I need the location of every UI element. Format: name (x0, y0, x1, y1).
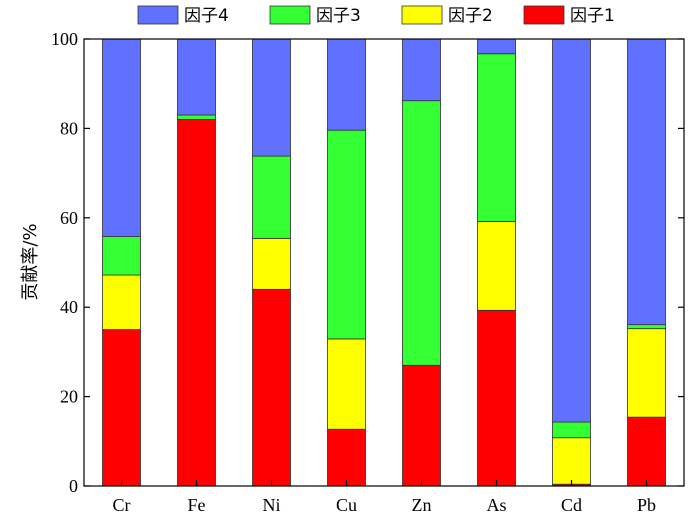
bar-Fe-series-3 (177, 114, 216, 120)
legend-swatch (269, 5, 311, 25)
y-axis: 0 20 40 60 80 100 (51, 29, 684, 496)
bar-Pb-series-3 (627, 324, 666, 330)
bar-As-series-3 (477, 53, 516, 222)
x-tick-label-Cd: Cd (561, 495, 582, 515)
bar-As-series-2 (477, 220, 516, 311)
plot-frame (83, 38, 685, 487)
bar-Cu-series-3 (327, 129, 366, 340)
legend-label: 因子4 (184, 6, 229, 26)
y-axis-title: 贡献率/% (20, 223, 41, 300)
bar-Ni-series-4 (252, 38, 291, 157)
bar-Zn-series-1 (402, 364, 441, 487)
bar-Cd-series-4 (552, 38, 591, 423)
y-tick-label: 0 (69, 476, 78, 496)
bar-Cr-series-3 (102, 236, 141, 276)
legend-label: 因子3 (316, 6, 361, 26)
bar-Cd-series-2 (552, 437, 591, 485)
x-tick-label-Cr: Cr (113, 495, 131, 515)
x-tick-label-Cu: Cu (336, 495, 357, 515)
bar-Cu-series-4 (327, 38, 366, 131)
legend-label: 因子2 (448, 6, 493, 26)
bar-Pb-series-2 (627, 328, 666, 418)
x-tick-label-Ni: Ni (263, 495, 281, 515)
bar-Cd-series-3 (552, 421, 591, 439)
x-tick-label-Fe: Fe (188, 495, 206, 515)
bar-Ni-series-3 (252, 155, 291, 239)
x-tick-label-Pb: Pb (637, 495, 656, 515)
y-tick-label: 100 (51, 29, 78, 49)
legend: 因子4 因子3 因子2 因子1 (137, 5, 615, 26)
bar-Cu-series-1 (327, 428, 366, 487)
x-axis: Cr Fe Ni Cu Zn As Cd Pb (113, 480, 656, 515)
bar-As-series-1 (477, 309, 516, 487)
x-tick-label-As: As (486, 495, 506, 515)
legend-swatch (137, 5, 179, 25)
y-tick-label: 80 (60, 118, 78, 138)
bar-Zn-series-3 (402, 100, 441, 366)
bar-Pb-series-4 (627, 38, 666, 326)
bar-Cr-series-1 (102, 329, 141, 487)
legend-label: 因子1 (570, 6, 615, 26)
bars (102, 38, 666, 487)
y-tick-label: 40 (60, 297, 78, 317)
bar-Zn-series-4 (402, 38, 441, 102)
bar-Cr-series-4 (102, 38, 141, 237)
y-tick-label: 60 (60, 208, 78, 228)
legend-swatch (523, 5, 565, 25)
y-tick-label: 20 (60, 387, 78, 407)
bar-Cr-series-2 (102, 274, 141, 330)
bar-Ni-series-2 (252, 237, 291, 290)
bar-Fe-series-4 (177, 38, 216, 116)
bar-Fe-series-1 (177, 119, 216, 487)
legend-swatch (401, 5, 443, 25)
bar-As-series-4 (477, 38, 516, 55)
x-tick-label-Zn: Zn (412, 495, 432, 515)
bar-Cu-series-2 (327, 338, 366, 430)
bar-Ni-series-1 (252, 288, 291, 487)
bar-Pb-series-1 (627, 416, 666, 487)
